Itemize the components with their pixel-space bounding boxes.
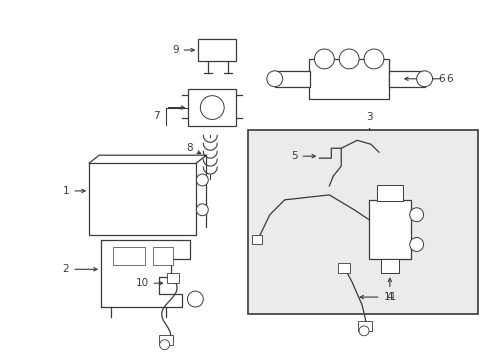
Text: 6: 6 — [404, 74, 452, 84]
Circle shape — [358, 326, 368, 336]
Bar — [357, 321, 371, 331]
Bar — [247, 130, 477, 314]
Text: 3: 3 — [365, 112, 371, 122]
Text: 9: 9 — [172, 45, 194, 55]
Text: 6: 6 — [428, 74, 444, 84]
Circle shape — [339, 49, 358, 69]
Text: 7: 7 — [153, 112, 160, 121]
Bar — [376, 185, 402, 201]
Bar — [388, 71, 424, 87]
Circle shape — [416, 71, 432, 87]
Circle shape — [196, 204, 208, 216]
Text: 4: 4 — [386, 278, 392, 302]
Text: 1: 1 — [62, 186, 85, 196]
Bar — [89, 163, 196, 235]
Bar — [166, 273, 178, 283]
Circle shape — [409, 208, 423, 222]
Bar — [274, 71, 310, 87]
Circle shape — [187, 291, 203, 307]
Bar — [338, 264, 349, 273]
Bar — [152, 247, 172, 265]
Text: 10: 10 — [135, 278, 162, 288]
Bar — [158, 335, 172, 345]
Bar — [188, 89, 236, 126]
Bar — [309, 59, 388, 99]
Circle shape — [200, 96, 224, 120]
Circle shape — [409, 238, 423, 251]
Circle shape — [314, 49, 334, 69]
Text: 11: 11 — [360, 292, 396, 302]
Bar — [251, 235, 262, 244]
Circle shape — [196, 174, 208, 186]
Circle shape — [266, 71, 282, 87]
Bar — [380, 260, 398, 273]
Bar — [198, 39, 236, 61]
Bar — [113, 247, 144, 265]
Circle shape — [364, 49, 383, 69]
Text: 8: 8 — [185, 143, 200, 154]
Circle shape — [160, 340, 169, 350]
Text: 5: 5 — [290, 151, 315, 161]
Text: 2: 2 — [62, 264, 97, 274]
Bar — [368, 200, 410, 260]
